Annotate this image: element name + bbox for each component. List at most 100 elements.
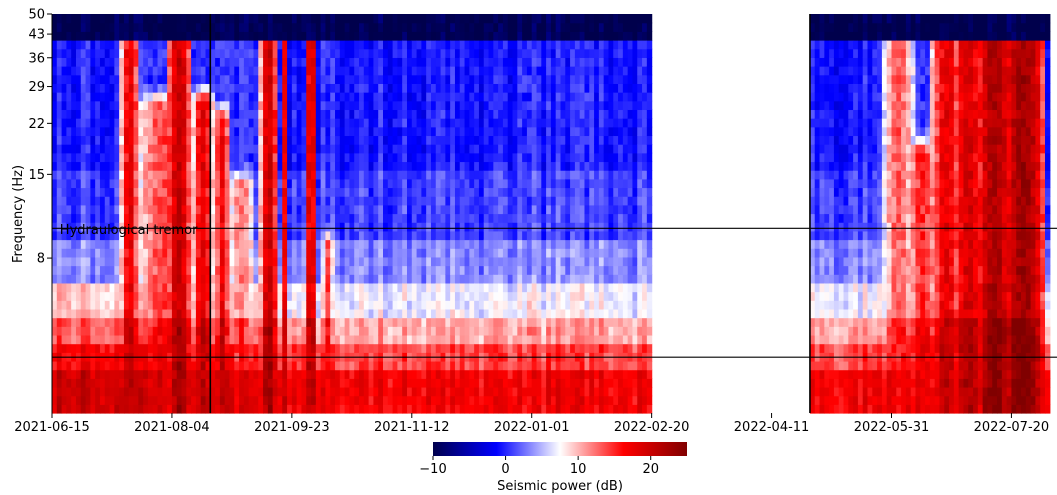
heatmap-cell (215, 360, 221, 371)
heatmap-cell (450, 40, 456, 50)
heatmap-cell (478, 404, 485, 414)
heatmap-cell (555, 48, 562, 58)
heatmap-cell (359, 48, 365, 58)
heatmap-cell (430, 83, 437, 93)
heatmap-cell (248, 222, 255, 232)
heatmap-cell (167, 395, 173, 405)
heatmap-cell (517, 222, 523, 232)
heatmap-cell (373, 334, 379, 345)
heatmap-cell (85, 118, 91, 128)
heatmap-cell (210, 395, 216, 405)
heatmap-cell (469, 326, 475, 336)
heatmap-cell (253, 178, 259, 189)
heatmap-cell (85, 343, 91, 353)
heatmap-cell (291, 83, 298, 93)
heatmap-cell (498, 395, 504, 405)
heatmap-cell (560, 404, 566, 414)
heatmap-cell (263, 265, 269, 275)
heatmap-cell (363, 317, 370, 327)
heatmap-cell (109, 204, 115, 215)
heatmap-cell (162, 178, 168, 189)
heatmap-cell (330, 161, 336, 171)
heatmap-cell (397, 126, 403, 137)
heatmap-cell (128, 222, 135, 232)
heatmap-cell (181, 57, 187, 67)
heatmap-cell (234, 317, 240, 327)
heatmap-cell (210, 22, 216, 32)
heatmap-cell (512, 291, 518, 301)
heatmap-cell (435, 83, 442, 93)
heatmap-cell (133, 83, 139, 93)
heatmap-cell (488, 360, 494, 371)
heatmap-cell (464, 161, 470, 171)
heatmap-cell (469, 404, 475, 414)
heatmap-cell (114, 48, 120, 58)
heatmap-cell (210, 369, 216, 379)
heatmap-cell (234, 40, 240, 50)
heatmap-cell (512, 274, 518, 284)
heatmap-cell (224, 92, 231, 102)
heatmap-cell (85, 386, 91, 397)
heatmap-cell (522, 92, 528, 102)
heatmap-cell (526, 31, 533, 41)
heatmap-cell (186, 161, 192, 171)
heatmap-cell (469, 378, 475, 388)
heatmap-cell (315, 135, 322, 145)
heatmap-cell (133, 126, 139, 137)
heatmap-cell (383, 265, 389, 275)
heatmap-cell (464, 395, 470, 405)
heatmap-cell (234, 256, 240, 267)
heatmap-cell (176, 230, 183, 241)
heatmap-cell (411, 256, 418, 267)
heatmap-cell (243, 135, 250, 145)
heatmap-cell (517, 326, 523, 336)
heatmap-cell (373, 378, 379, 388)
heatmap-cell (239, 404, 245, 414)
heatmap-cell (488, 14, 494, 24)
heatmap-cell (66, 57, 72, 67)
heatmap-cell (224, 40, 231, 50)
heatmap-cell (330, 386, 336, 397)
heatmap-cell (464, 213, 470, 223)
heatmap-cell (162, 83, 168, 93)
heatmap-cell (512, 14, 518, 24)
heatmap-cell (114, 57, 120, 67)
heatmap-cell (287, 386, 293, 397)
heatmap-cell (478, 300, 485, 310)
heatmap-cell (349, 126, 355, 137)
heatmap-cell (311, 239, 317, 249)
heatmap-cell (162, 282, 168, 293)
heatmap-cell (383, 274, 389, 284)
heatmap-cell (426, 204, 432, 215)
heatmap-cell (287, 178, 293, 189)
heatmap-cell (80, 239, 87, 249)
heatmap-cell (383, 196, 389, 206)
heatmap-cell (128, 109, 135, 119)
heatmap-cell (291, 300, 298, 310)
heatmap-cell (296, 48, 303, 58)
heatmap-cell (493, 265, 499, 275)
heatmap-cell (368, 239, 375, 249)
heatmap-cell (147, 170, 154, 180)
heatmap-cell (219, 40, 226, 50)
heatmap-cell (339, 300, 346, 310)
heatmap-cell (61, 222, 67, 232)
heatmap-cell (474, 66, 480, 76)
heatmap-cell (344, 213, 351, 223)
heatmap-cell (502, 66, 509, 76)
heatmap-cell (90, 74, 96, 84)
heatmap-cell (210, 256, 216, 267)
heatmap-cell (248, 109, 255, 119)
heatmap-cell (560, 300, 566, 310)
heatmap-cell (296, 66, 303, 76)
heatmap-cell (215, 274, 221, 284)
heatmap-cell (435, 40, 442, 50)
heatmap-cell (507, 378, 514, 388)
heatmap-cell (138, 187, 144, 197)
heatmap-cell (191, 386, 197, 397)
heatmap-cell (502, 57, 509, 67)
heatmap-cell (565, 100, 571, 111)
heatmap-cell (306, 248, 312, 258)
heatmap-cell (85, 360, 91, 371)
heatmap-cell (493, 360, 499, 371)
